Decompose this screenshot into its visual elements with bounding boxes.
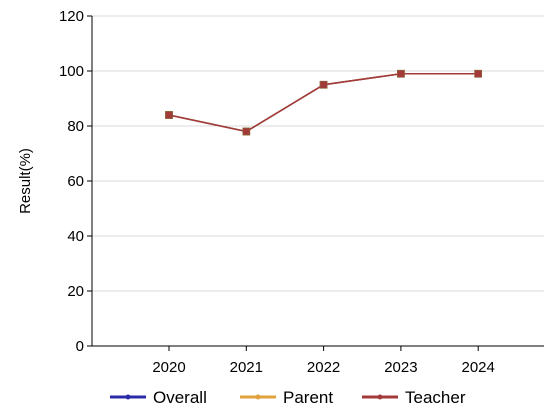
data-point [165, 111, 173, 119]
y-tick-label: 60 [67, 173, 84, 190]
data-point [397, 69, 405, 78]
y-tick-label: 100 [59, 63, 84, 80]
legend: Overall Parent Teacher [110, 388, 466, 407]
legend-label: Teacher [405, 388, 466, 407]
x-tick-label: 2022 [307, 359, 340, 376]
x-tick-label: 2023 [384, 359, 417, 376]
series-group [165, 69, 483, 136]
y-tick-label: 80 [67, 118, 84, 135]
y-tick-label: 40 [67, 228, 84, 245]
y-axis-ticks: 0 20 40 60 80 100 120 [59, 8, 92, 355]
legend-marker [377, 394, 383, 400]
x-tick-label: 2020 [152, 359, 185, 376]
data-point [319, 80, 328, 89]
y-axis-title: Result(%) [17, 148, 34, 214]
y-tick-label: 120 [59, 8, 84, 25]
data-point [474, 69, 483, 78]
x-tick-label: 2024 [462, 359, 495, 376]
y-tick-label: 20 [67, 283, 84, 300]
legend-label: Overall [153, 388, 207, 407]
legend-marker [255, 394, 261, 400]
legend-label: Parent [283, 388, 333, 407]
x-tick-label: 2021 [230, 359, 263, 376]
x-axis-ticks: 2020 2021 2022 2023 2024 [152, 346, 495, 376]
data-point [242, 127, 251, 136]
legend-marker [125, 394, 131, 400]
grid-lines [92, 15, 544, 292]
y-tick-label: 0 [76, 338, 84, 355]
